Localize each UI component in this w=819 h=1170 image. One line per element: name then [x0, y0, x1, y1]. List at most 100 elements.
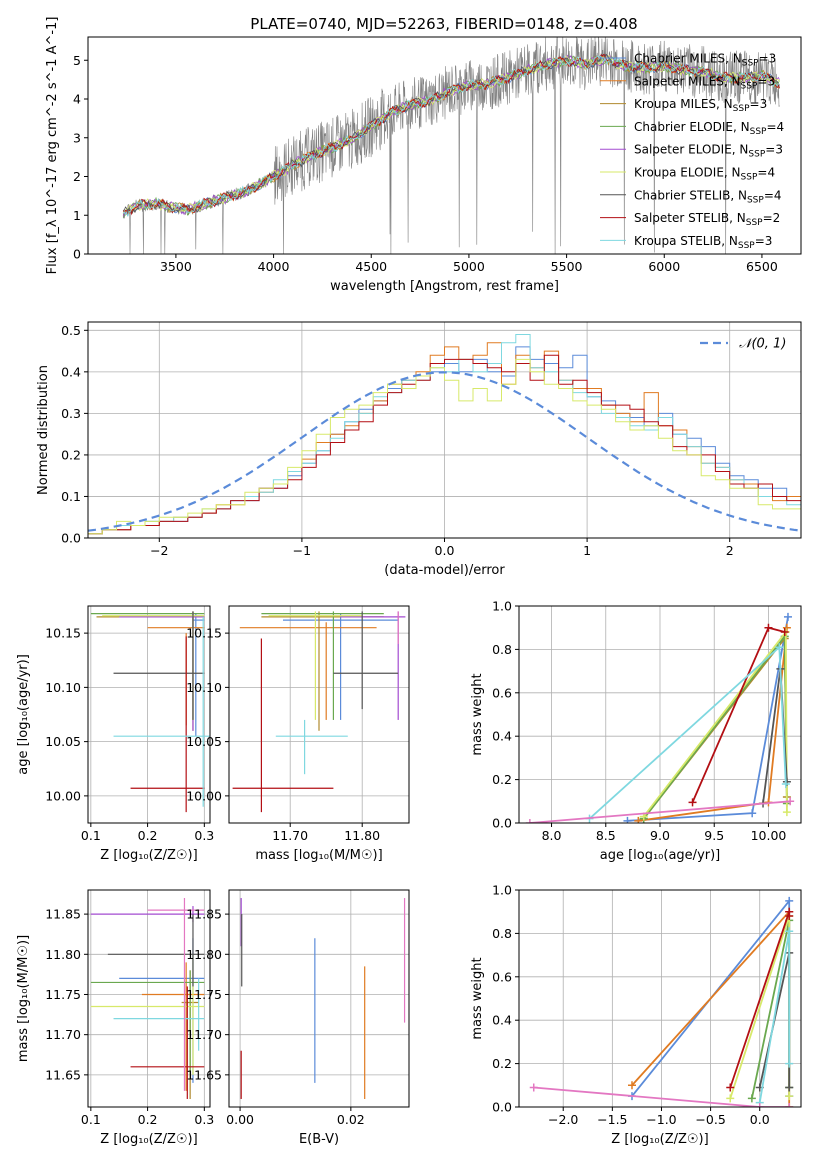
x-tick-label: 0.0: [750, 1112, 770, 1127]
y-tick-label: 5: [73, 53, 81, 68]
legend-label-main: Chabrier ELODIE, N: [634, 120, 750, 134]
y-tick-label: 1.0: [492, 599, 512, 614]
x-tick-label: 1: [583, 543, 591, 558]
mass-weight-marker-chabrier_elodie: [747, 1094, 756, 1103]
x-axis-label: Z [log₁₀(Z/Z☉)]: [611, 1132, 708, 1147]
y-tick-label: 10.05: [45, 734, 81, 749]
x-tick-label: 11.70: [272, 828, 308, 843]
normal-curve: [88, 371, 801, 532]
legend-label: 𝒩(0, 1): [739, 337, 786, 352]
plot-area: [90, 898, 205, 1099]
plot-area: [232, 611, 406, 813]
legend-label-sub: SSP: [741, 81, 758, 91]
x-tick-label: 0.2: [138, 1112, 158, 1127]
plot-area: [90, 611, 210, 813]
mass-weight-marker-kroupa_stelib: [785, 1059, 794, 1068]
axes-mass_weight_vs_Z: −2.0 −1.5 −1.0 −0.5 0.0 0.0 0.2 0.4 0.6 0.8 1.0 Z […: [470, 883, 802, 1147]
y-tick-label: 11.85: [45, 907, 81, 922]
x-tick-label: 5500: [551, 259, 583, 274]
mass-weight-marker-chabrier_miles: [623, 816, 632, 823]
y-tick-label: 0.5: [61, 323, 81, 338]
x-tick-label: −0.5: [695, 1112, 725, 1127]
legend-label-suffix: =2: [763, 211, 781, 225]
y-axis-label: mass weight: [470, 673, 485, 755]
mass-weight-marker-pink: [786, 797, 795, 806]
mass-weight-marker-pink: [525, 819, 534, 823]
legend-label-suffix: =3: [750, 97, 768, 111]
x-tick-label: 4500: [355, 259, 387, 274]
axes-frame: [228, 889, 410, 1108]
legend-label-sub: SSP: [742, 59, 759, 69]
legend-label-sub: SSP: [746, 218, 763, 228]
x-tick-label: 0.2: [138, 828, 158, 843]
mass-weight-line-pink: [529, 800, 791, 823]
x-tick-label: 0.1: [81, 828, 101, 843]
legend: 𝒩(0, 1): [700, 337, 786, 352]
legend-label: Salpeter MILES, NSSP=3: [634, 74, 775, 91]
y-tick-label: 0.2: [492, 1056, 512, 1071]
x-tick-label: 0.1: [81, 1112, 101, 1127]
legend-label-main: Kroupa ELODIE, N: [634, 166, 741, 180]
y-tick-label: 10.00: [186, 788, 222, 803]
grid-lines: [229, 890, 409, 1107]
mass-weight-marker-salpeter_stelib: [764, 623, 773, 632]
axes-mass_vs_ebv: 0.00 0.02 11.65 11.70 11.75 11.80 11.85 E(B-V): [186, 889, 410, 1147]
y-tick-label: 10.15: [186, 626, 222, 641]
x-tick-label: 10.00: [751, 828, 787, 843]
y-tick-label: 11.65: [186, 1067, 222, 1082]
x-tick-label: 0.3: [194, 1112, 214, 1127]
x-tick-label: 9.0: [650, 828, 670, 843]
mass-weight-marker-salpeter_stelib: [785, 912, 794, 921]
mass-weight-marker-chabrier_miles: [785, 896, 794, 905]
y-tick-label: 10.10: [186, 680, 222, 695]
y-tick-label: 0.0: [61, 531, 81, 546]
x-tick-label: 2: [726, 543, 734, 558]
axes-frame: [228, 605, 410, 824]
legend-label-main: Salpeter MILES, N: [634, 74, 741, 88]
legend-label-suffix: =3: [757, 74, 775, 88]
axes-age_vs_mass: 11.70 11.80 10.00 10.05 10.10 10.15 mass [log₁…: [186, 605, 410, 863]
x-tick-label: 6500: [746, 259, 778, 274]
x-tick-label: 4000: [258, 259, 290, 274]
mass-weight-marker-chabrier_miles: [748, 809, 757, 818]
mass-weight-marker-kroupa_elodie: [782, 808, 791, 817]
legend-label: Kroupa ELODIE, NSSP=4: [634, 166, 775, 183]
legend-label-suffix: =3: [755, 234, 773, 248]
y-tick-label: 0.0: [492, 816, 512, 831]
panels: 3500 4000 4500 5000 5500 6000 6500 0 1 2 3 4 5 wavele…: [16, 17, 802, 1147]
x-tick-label: −1: [293, 543, 311, 558]
y-tick-label: 4: [73, 92, 81, 107]
y-tick-label: 0.0: [492, 1100, 512, 1115]
y-axis-label: mass [log₁₀(M/M☉)]: [16, 935, 31, 1062]
y-axis-label: mass weight: [470, 957, 485, 1039]
x-axis-label: Z [log₁₀(Z/Z☉)]: [100, 848, 197, 863]
histogram-step-salpeter_stelib: [88, 354, 801, 535]
legend-label: Chabrier ELODIE, NSSP=4: [634, 120, 784, 137]
x-tick-label: −1.5: [597, 1112, 627, 1127]
x-axis-label: mass [log₁₀(M/M☉)]: [255, 848, 382, 863]
y-tick-label: 1: [73, 208, 81, 223]
legend-label-suffix: =4: [764, 188, 782, 202]
mass-weight-marker-pink: [755, 1103, 764, 1107]
grid-lines: [88, 606, 210, 823]
mass-weight-marker-chabrier_stelib: [785, 1083, 794, 1092]
legend-label-main: Salpeter ELODIE, N: [634, 143, 748, 157]
plot-area: [529, 896, 794, 1107]
x-tick-label: −1.0: [646, 1112, 676, 1127]
y-tick-label: 0.3: [61, 406, 81, 421]
legend-label-main: Kroupa STELIB, N: [634, 234, 738, 248]
legend-label: Kroupa MILES, NSSP=3: [634, 97, 767, 114]
x-axis-label: E(B-V): [299, 1132, 339, 1147]
legend-label: Kroupa STELIB, NSSP=3: [634, 234, 772, 251]
y-tick-label: 0.8: [492, 926, 512, 941]
histogram-step-kroupa_elodie: [88, 358, 801, 535]
y-tick-label: 11.75: [186, 987, 222, 1002]
axes-frame: [518, 889, 802, 1108]
legend-label-suffix: =3: [765, 143, 783, 157]
axes-spectrum: 3500 4000 4500 5000 5500 6000 6500 0 1 2 3 4 5 wavele…: [45, 17, 802, 294]
plot-area: [122, 37, 780, 254]
mass-weight-marker-salpeter_miles: [627, 1081, 636, 1090]
mass-weight-marker-salpeter_miles: [782, 623, 791, 632]
x-tick-label: 8.0: [542, 828, 562, 843]
